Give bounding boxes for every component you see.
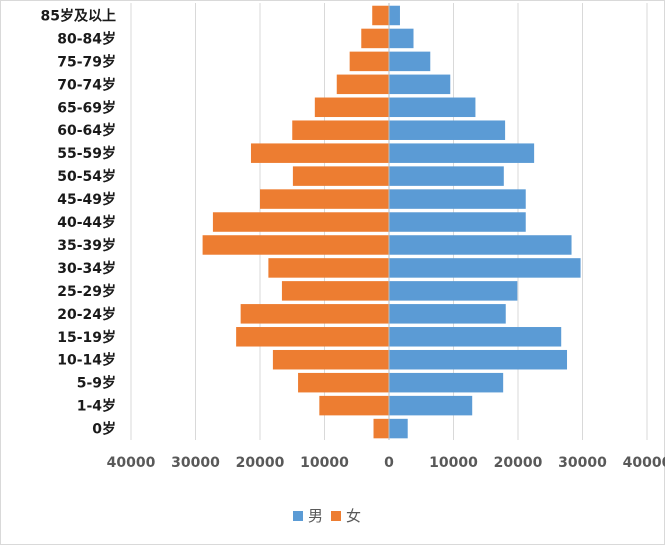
bar-female-11 xyxy=(268,258,389,278)
category-label-13: 20-24岁 xyxy=(57,306,116,323)
bar-male-7 xyxy=(389,166,504,186)
legend-item-male[interactable]: 男 xyxy=(293,505,323,526)
bar-male-6 xyxy=(389,143,535,163)
category-label-9: 40-44岁 xyxy=(57,214,116,231)
x-tick-label-2: 20000 xyxy=(236,455,285,471)
x-tick-label-5: 10000 xyxy=(429,455,478,471)
category-label-14: 15-19岁 xyxy=(57,329,116,346)
bar-male-9 xyxy=(389,212,526,232)
bar-female-18 xyxy=(373,418,389,439)
bar-female-1 xyxy=(361,28,389,49)
bar-male-1 xyxy=(389,28,414,49)
bar-female-12 xyxy=(281,281,389,301)
bar-female-14 xyxy=(236,327,389,347)
category-label-4: 65-69岁 xyxy=(57,99,116,116)
bar-male-15 xyxy=(389,349,568,370)
x-tick-label-8: 40000 xyxy=(623,455,665,471)
bar-male-17 xyxy=(389,395,473,416)
category-label-15: 10-14岁 xyxy=(57,352,116,369)
bar-male-10 xyxy=(389,235,572,255)
legend-label-female: 女 xyxy=(346,507,362,525)
category-label-11: 30-34岁 xyxy=(57,260,116,277)
category-label-10: 35-39岁 xyxy=(57,237,116,254)
category-label-0: 85岁及以上 xyxy=(41,7,116,24)
category-label-8: 45-49岁 xyxy=(57,191,116,208)
x-tick-label-4: 0 xyxy=(384,455,394,471)
category-label-16: 5-9岁 xyxy=(77,375,116,392)
bar-female-5 xyxy=(292,120,389,140)
x-tick-label-3: 10000 xyxy=(300,455,349,471)
category-label-12: 25-29岁 xyxy=(57,283,116,300)
bar-female-15 xyxy=(272,349,389,370)
bar-female-13 xyxy=(240,304,389,324)
x-tick-label-0: 40000 xyxy=(107,455,156,471)
x-tick-label-7: 30000 xyxy=(558,455,607,471)
legend-label-male: 男 xyxy=(308,507,324,525)
bar-female-17 xyxy=(319,395,389,416)
bar-male-13 xyxy=(389,304,506,324)
bar-male-2 xyxy=(389,51,431,72)
category-label-17: 1-4岁 xyxy=(77,398,116,415)
bar-male-8 xyxy=(389,189,526,209)
bar-female-8 xyxy=(260,189,389,209)
bar-female-7 xyxy=(292,166,389,186)
bar-female-16 xyxy=(298,372,389,393)
bar-female-9 xyxy=(212,212,389,232)
bar-male-3 xyxy=(389,74,451,95)
category-label-1: 80-84岁 xyxy=(57,30,116,47)
legend-swatch-female xyxy=(331,510,342,521)
category-label-6: 55-59岁 xyxy=(57,145,116,162)
x-tick-label-1: 30000 xyxy=(171,455,220,471)
bar-female-10 xyxy=(202,235,389,255)
bar-female-3 xyxy=(336,74,389,95)
x-tick-label-6: 20000 xyxy=(494,455,543,471)
legend: 男 女 xyxy=(293,505,361,526)
category-label-7: 50-54岁 xyxy=(57,168,116,185)
bar-male-0 xyxy=(389,5,400,26)
bar-male-4 xyxy=(389,97,476,118)
bar-male-16 xyxy=(389,372,504,393)
legend-swatch-male xyxy=(293,510,303,521)
bar-female-4 xyxy=(314,97,389,118)
category-label-2: 75-79岁 xyxy=(57,53,116,70)
bar-male-18 xyxy=(389,418,408,439)
bar-male-14 xyxy=(389,327,562,347)
category-label-5: 60-64岁 xyxy=(57,122,116,139)
category-label-18: 0岁 xyxy=(92,421,116,438)
legend-item-female[interactable]: 女 xyxy=(331,505,361,526)
bar-female-0 xyxy=(372,5,389,26)
bar-female-6 xyxy=(250,143,389,163)
bar-male-11 xyxy=(389,258,581,278)
category-label-3: 70-74岁 xyxy=(57,76,116,93)
bar-male-12 xyxy=(389,281,518,301)
bar-female-2 xyxy=(349,51,389,72)
bar-male-5 xyxy=(389,120,506,140)
